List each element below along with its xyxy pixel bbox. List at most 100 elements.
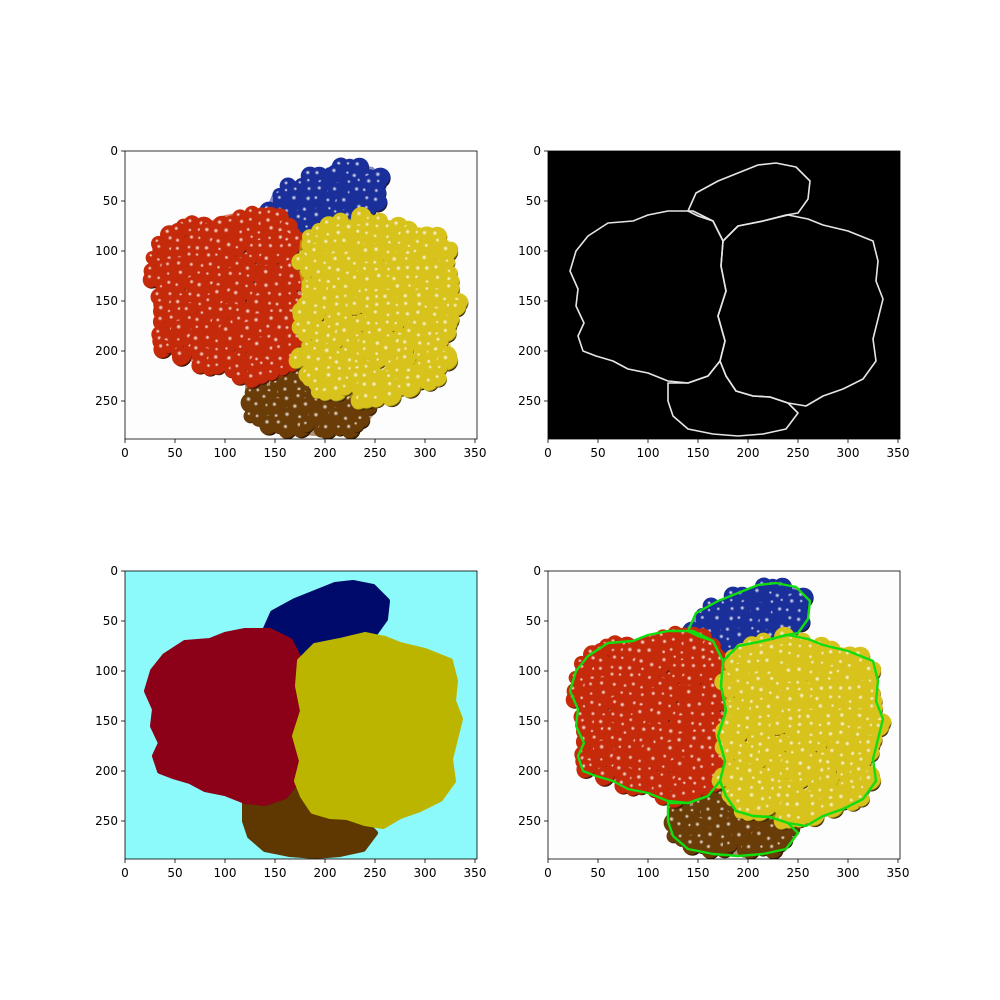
image-area-overlay <box>548 571 900 859</box>
y-tick-label: 250 <box>518 814 541 828</box>
sphere <box>210 359 227 376</box>
y-tick-label: 50 <box>526 194 541 208</box>
y-tick-label: 100 <box>95 664 118 678</box>
x-tick-label: 0 <box>544 446 552 460</box>
sphere <box>594 766 615 787</box>
sphere <box>288 351 307 370</box>
sphere <box>400 378 422 399</box>
axes-frame <box>547 150 901 440</box>
x-tick-label: 100 <box>637 446 660 460</box>
x-tick-label: 350 <box>887 446 910 460</box>
x-tick-label: 300 <box>414 446 437 460</box>
sphere <box>781 763 797 780</box>
x-tick-label: 150 <box>687 866 710 880</box>
x-tick-label: 250 <box>787 446 810 460</box>
image-area-labels <box>125 571 477 859</box>
axes-frame <box>124 570 478 860</box>
y-tick-label: 200 <box>95 344 118 358</box>
x-tick-label: 250 <box>364 866 387 880</box>
sphere <box>350 418 365 433</box>
x-tick-label: 200 <box>737 866 760 880</box>
sphere <box>171 346 192 367</box>
y-tick-label: 250 <box>518 394 541 408</box>
panel-overlay: 0 50 100 150 200 250 300 350 0 50 100 150 200 250 <box>518 564 909 880</box>
x-tick-label: 0 <box>121 446 129 460</box>
axes-frame <box>124 150 478 440</box>
x-tick-label: 150 <box>687 446 710 460</box>
y-tick-label: 250 <box>95 394 118 408</box>
x-tick-label: 350 <box>887 866 910 880</box>
y-tick-label: 50 <box>526 614 541 628</box>
sphere <box>369 392 386 409</box>
sphere <box>431 371 447 388</box>
x-tick-label: 250 <box>364 446 387 460</box>
sphere <box>338 381 354 397</box>
sphere <box>688 786 703 802</box>
panel-edges: 0 50 100 150 200 250 300 350 0 50 100 150 200 250 <box>518 144 909 460</box>
y-tick-label: 150 <box>95 294 118 308</box>
sphere <box>795 775 810 789</box>
x-tick-label: 50 <box>590 446 605 460</box>
region-yellow <box>711 626 892 831</box>
sphere <box>265 366 280 382</box>
y-tick-label: 200 <box>518 344 541 358</box>
x-tick-label: 200 <box>314 446 337 460</box>
y-tick-label: 150 <box>518 714 541 728</box>
image-area-edges <box>548 151 900 439</box>
sphere <box>318 420 338 439</box>
x-tick-label: 100 <box>214 446 237 460</box>
sphere <box>722 838 738 854</box>
y-tick-label: 0 <box>533 144 541 158</box>
x-tick-label: 300 <box>837 446 860 460</box>
x-tick-label: 50 <box>590 866 605 880</box>
y-tick-label: 0 <box>533 564 541 578</box>
contour-red <box>568 629 728 805</box>
x-tick-label: 150 <box>264 446 287 460</box>
label-region-yellow <box>292 632 463 829</box>
sphere <box>297 324 316 343</box>
y-tick-label: 0 <box>110 564 118 578</box>
y-tick-label: 100 <box>518 244 541 258</box>
y-tick-label: 200 <box>95 764 118 778</box>
panel-original: 0 50 100 150 200 250 300 350 0 50 100 150 200 250 <box>95 144 486 460</box>
x-tick-label: 150 <box>264 866 287 880</box>
x-tick-label: 50 <box>167 446 182 460</box>
sphere <box>761 801 777 817</box>
axes-frame <box>547 570 901 860</box>
x-tick-label: 50 <box>167 866 182 880</box>
y-tick-label: 100 <box>95 244 118 258</box>
y-tick-label: 250 <box>95 814 118 828</box>
sphere <box>358 343 374 360</box>
x-tick-label: 0 <box>121 866 129 880</box>
label-region-red <box>144 628 306 806</box>
sphere <box>231 242 246 257</box>
sphere <box>299 418 315 434</box>
y-tick-label: 200 <box>518 764 541 778</box>
contour-yellow <box>716 633 885 828</box>
x-tick-label: 300 <box>414 866 437 880</box>
x-tick-label: 350 <box>464 446 487 460</box>
x-tick-label: 100 <box>214 866 237 880</box>
y-tick-label: 150 <box>95 714 118 728</box>
sphere <box>437 241 459 263</box>
y-tick-label: 50 <box>103 194 118 208</box>
sphere <box>381 387 402 408</box>
x-tick-label: 200 <box>314 866 337 880</box>
y-tick-label: 50 <box>103 614 118 628</box>
sphere <box>282 239 301 258</box>
edge-yellow <box>717 214 884 407</box>
image-area-original <box>125 151 477 439</box>
panel-labels: 0 50 100 150 200 250 300 350 0 50 100 150 200 250 <box>95 564 486 880</box>
region-yellow <box>288 206 469 411</box>
y-tick-label: 0 <box>110 144 118 158</box>
x-tick-label: 300 <box>837 866 860 880</box>
sphere <box>804 807 825 828</box>
x-tick-label: 250 <box>787 866 810 880</box>
x-tick-label: 200 <box>737 446 760 460</box>
x-tick-label: 0 <box>544 866 552 880</box>
sphere <box>705 659 724 678</box>
y-tick-label: 150 <box>518 294 541 308</box>
x-tick-label: 100 <box>637 866 660 880</box>
x-tick-label: 350 <box>464 866 487 880</box>
